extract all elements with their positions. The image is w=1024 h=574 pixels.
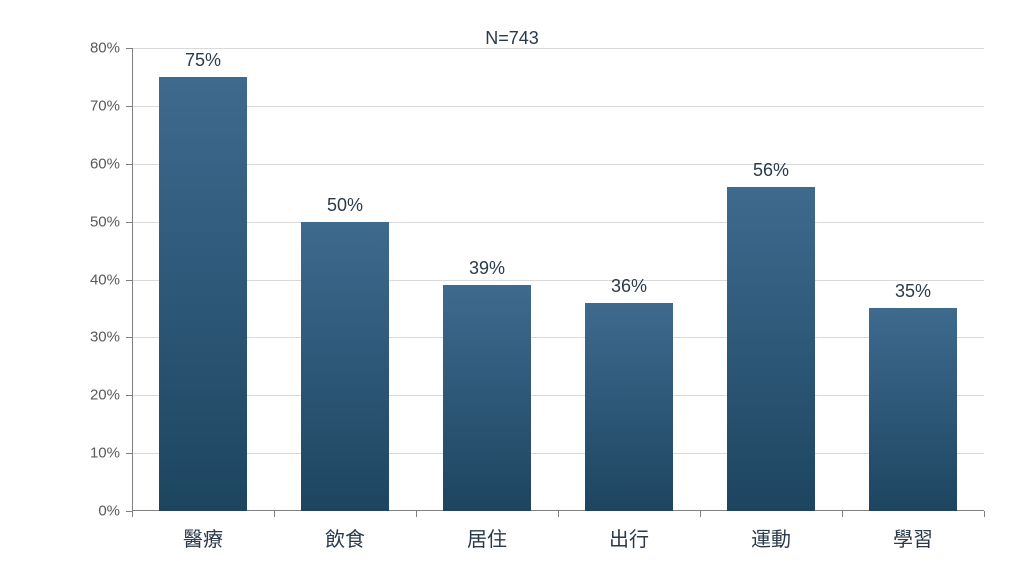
y-axis-label: 20%: [90, 387, 120, 404]
bar-chart: N=743 0%10%20%30%40%50%60%70%80%75%醫療50%…: [0, 0, 1024, 574]
gridline: [132, 106, 984, 107]
chart-title: N=743: [0, 28, 1024, 49]
bar: [301, 222, 389, 511]
x-axis-label: 醫療: [183, 523, 223, 552]
y-axis-label: 50%: [90, 213, 120, 230]
x-tick: [416, 511, 417, 517]
y-axis-label: 80%: [90, 40, 120, 57]
x-axis-label: 居住: [467, 523, 507, 552]
y-axis-line: [132, 48, 133, 511]
gridline: [132, 337, 984, 338]
data-label: 75%: [185, 50, 221, 71]
gridline: [132, 164, 984, 165]
y-axis-label: 0%: [98, 503, 120, 520]
x-axis-label: 運動: [751, 523, 791, 552]
y-axis-label: 70%: [90, 97, 120, 114]
data-label: 35%: [895, 281, 931, 302]
bar: [869, 308, 957, 511]
bar: [585, 303, 673, 511]
data-label: 39%: [469, 258, 505, 279]
x-axis-label: 出行: [609, 523, 649, 552]
gridline: [132, 280, 984, 281]
bar: [159, 77, 247, 511]
bar: [727, 187, 815, 511]
gridline: [132, 453, 984, 454]
y-axis-label: 60%: [90, 155, 120, 172]
x-tick: [984, 511, 985, 517]
bar: [443, 285, 531, 511]
data-label: 50%: [327, 195, 363, 216]
x-axis-label: 飲食: [325, 523, 365, 552]
data-label: 36%: [611, 276, 647, 297]
x-tick: [274, 511, 275, 517]
y-axis-label: 40%: [90, 271, 120, 288]
y-axis-label: 10%: [90, 445, 120, 462]
gridline: [132, 48, 984, 49]
y-axis-label: 30%: [90, 329, 120, 346]
x-tick: [842, 511, 843, 517]
x-tick: [558, 511, 559, 517]
x-tick: [132, 511, 133, 517]
gridline: [132, 222, 984, 223]
x-tick: [700, 511, 701, 517]
x-axis-label: 學習: [893, 523, 933, 552]
plot-area: 0%10%20%30%40%50%60%70%80%75%醫療50%飲食39%居…: [132, 48, 984, 511]
data-label: 56%: [753, 160, 789, 181]
gridline: [132, 395, 984, 396]
